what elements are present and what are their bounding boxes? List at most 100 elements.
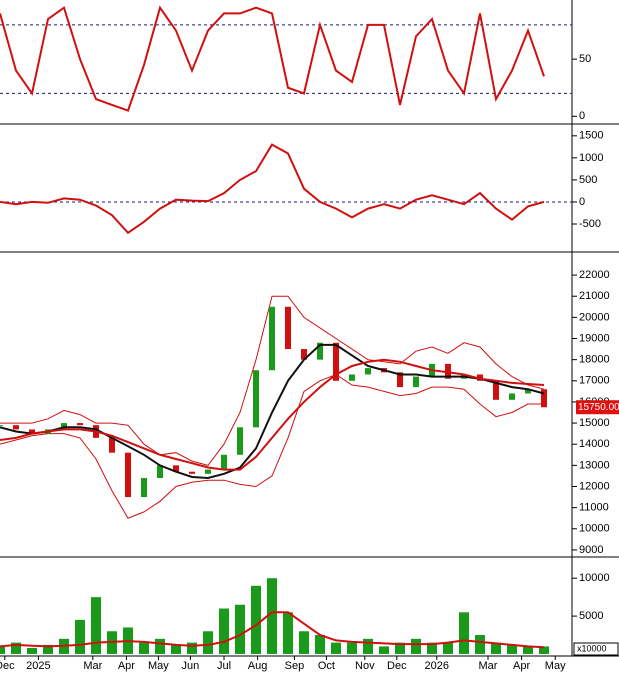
x-tick-label: May bbox=[545, 660, 566, 672]
y-tick-label: 50 bbox=[579, 53, 591, 65]
volume-bar bbox=[411, 638, 421, 654]
y-tick-label: 18000 bbox=[579, 354, 610, 366]
candle bbox=[301, 349, 307, 360]
y-tick-label: 10000 bbox=[579, 523, 610, 535]
candle bbox=[125, 452, 131, 498]
x-tick-label: 2025 bbox=[26, 660, 50, 672]
y-tick-label: 13000 bbox=[579, 459, 610, 471]
candle bbox=[333, 342, 339, 381]
volume-bar bbox=[347, 642, 357, 654]
band-line bbox=[0, 295, 545, 466]
band-line bbox=[0, 373, 544, 519]
last-price-box bbox=[576, 400, 619, 415]
volume-bar bbox=[363, 638, 373, 654]
volume-bar bbox=[267, 578, 277, 654]
x-tick-label: Dec bbox=[0, 660, 15, 672]
candle bbox=[237, 427, 243, 455]
x-tick-label: Dec bbox=[387, 660, 407, 672]
volume-bar bbox=[0, 646, 5, 654]
y-tick-label: 21000 bbox=[579, 290, 610, 302]
y-tick-label: 19000 bbox=[579, 332, 610, 344]
candle bbox=[493, 380, 499, 400]
y-tick-label: 20000 bbox=[579, 311, 610, 323]
candle bbox=[13, 425, 19, 430]
x-tick-label: Apr bbox=[513, 660, 530, 672]
candle bbox=[365, 368, 371, 375]
volume-bar bbox=[219, 608, 229, 654]
candle bbox=[509, 393, 515, 400]
x-tick-label: Jun bbox=[182, 660, 200, 672]
y-tick-label: 9000 bbox=[579, 544, 603, 556]
candle bbox=[397, 372, 403, 388]
volume-bar bbox=[539, 646, 549, 654]
volume-bar bbox=[443, 642, 453, 654]
volume-bar bbox=[395, 642, 405, 654]
candle bbox=[0, 425, 3, 427]
volume-bar bbox=[459, 612, 469, 654]
volume-bar bbox=[523, 646, 533, 654]
volume-bar bbox=[507, 644, 517, 654]
volume-bar bbox=[75, 619, 85, 654]
y-tick-label: -500 bbox=[579, 218, 601, 230]
volume-bar bbox=[235, 604, 245, 654]
candle bbox=[269, 306, 275, 371]
candle bbox=[525, 389, 531, 394]
y-tick-label: 1500 bbox=[579, 130, 603, 142]
volume-bar bbox=[11, 642, 21, 654]
y-tick-label: 10000 bbox=[579, 572, 610, 584]
y-tick-label: 500 bbox=[579, 174, 597, 186]
volume-bar bbox=[203, 631, 213, 654]
volume-bar bbox=[171, 644, 181, 654]
candle bbox=[189, 471, 195, 474]
candle bbox=[109, 437, 115, 453]
volume-bar bbox=[283, 612, 293, 654]
x-tick-label: May bbox=[148, 660, 169, 672]
y-tick-label: 17000 bbox=[579, 375, 610, 387]
volume-bar bbox=[315, 635, 325, 654]
x-tick-label: Oct bbox=[318, 660, 335, 672]
x-tick-label: Mar bbox=[83, 660, 102, 672]
candle bbox=[29, 429, 35, 434]
volume-bar bbox=[251, 585, 261, 654]
volume-bar bbox=[299, 631, 309, 654]
candle bbox=[541, 389, 547, 408]
unit-label: x10000 bbox=[577, 643, 607, 653]
volume-bar bbox=[427, 642, 437, 654]
volume-bar bbox=[379, 646, 389, 654]
candle bbox=[445, 363, 451, 379]
volume-bar bbox=[91, 597, 101, 654]
unit-box bbox=[573, 642, 619, 656]
x-tick-label: Mar bbox=[479, 660, 498, 672]
candle bbox=[285, 306, 291, 350]
series-line bbox=[0, 143, 545, 235]
x-tick-label: Nov bbox=[355, 660, 375, 672]
y-tick-label: 11000 bbox=[579, 502, 609, 514]
y-tick-label: 0 bbox=[579, 196, 585, 208]
candle bbox=[205, 469, 211, 474]
candle bbox=[77, 423, 83, 426]
volume-bar bbox=[139, 642, 149, 654]
candle bbox=[317, 342, 323, 360]
last-price-label: 15750.00 bbox=[578, 402, 619, 413]
y-tick-label: 5000 bbox=[579, 610, 603, 622]
x-tick-label: Sep bbox=[285, 660, 305, 672]
volume-bar bbox=[491, 642, 501, 654]
candle bbox=[221, 454, 227, 470]
series-line bbox=[0, 611, 545, 649]
volume-bar bbox=[155, 638, 165, 654]
candle bbox=[349, 374, 355, 381]
candle bbox=[141, 478, 147, 498]
candle bbox=[477, 374, 483, 381]
candle bbox=[413, 376, 419, 388]
y-tick-label: 22000 bbox=[579, 269, 610, 281]
volume-bar bbox=[187, 642, 197, 654]
x-tick-label: Jul bbox=[217, 660, 231, 672]
x-tick-label: 2026 bbox=[425, 660, 449, 672]
y-tick-label: 0 bbox=[579, 110, 585, 122]
y-tick-label: 14000 bbox=[579, 438, 610, 450]
y-tick-label: 12000 bbox=[579, 480, 610, 492]
y-tick-label: 1000 bbox=[579, 152, 603, 164]
volume-bar bbox=[27, 647, 37, 654]
